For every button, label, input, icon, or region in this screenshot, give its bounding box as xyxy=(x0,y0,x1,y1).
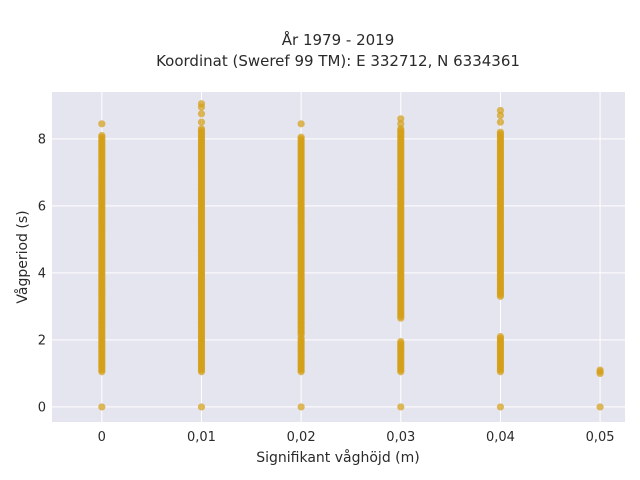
chart-title: År 1979 - 2019 xyxy=(282,30,395,49)
y-axis-label: Vågperiod (s) xyxy=(14,210,31,303)
x-tick-label: 0,03 xyxy=(386,430,415,445)
data-point xyxy=(297,120,305,128)
data-points xyxy=(98,100,604,411)
x-tick-labels: 0 0,01 0,02 0,03 0,04 0,05 xyxy=(98,430,615,445)
data-point xyxy=(297,403,305,411)
y-tick-label: 0 xyxy=(38,400,46,415)
data-point xyxy=(197,118,206,126)
x-tick-label: 0 xyxy=(98,430,106,445)
data-point xyxy=(297,133,305,141)
x-tick-label: 0,05 xyxy=(586,430,615,445)
data-point xyxy=(596,366,604,374)
x-tick-label: 0,01 xyxy=(187,430,216,445)
chart-subtitle: Koordinat (Sweref 99 TM): E 332712, N 63… xyxy=(156,52,520,70)
data-point xyxy=(496,332,505,341)
plot-area xyxy=(52,92,625,422)
data-point xyxy=(197,403,206,411)
data-point xyxy=(197,125,206,133)
data-point xyxy=(98,120,106,128)
data-point xyxy=(98,131,106,140)
data-point xyxy=(496,128,505,136)
data-point xyxy=(596,403,604,411)
y-tick-label: 6 xyxy=(38,199,46,214)
data-point xyxy=(496,111,505,120)
x-axis-label: Signifikant våghöjd (m) xyxy=(256,449,419,466)
data-point xyxy=(98,403,106,411)
data-point xyxy=(197,110,206,118)
data-point xyxy=(397,115,405,123)
data-point xyxy=(496,106,505,115)
data-point xyxy=(397,403,405,411)
data-point xyxy=(397,337,405,346)
x-tick-label: 0,04 xyxy=(486,430,515,445)
x-tick-label: 0,02 xyxy=(287,430,316,445)
y-tick-label: 2 xyxy=(38,333,46,348)
data-point xyxy=(496,118,505,126)
data-point xyxy=(496,403,505,411)
y-tick-label: 8 xyxy=(38,132,46,147)
data-point xyxy=(397,125,405,133)
data-point xyxy=(397,120,405,128)
data-point xyxy=(197,100,206,108)
y-tick-labels: 0 2 4 6 8 xyxy=(38,132,46,415)
y-tick-label: 4 xyxy=(38,266,46,281)
